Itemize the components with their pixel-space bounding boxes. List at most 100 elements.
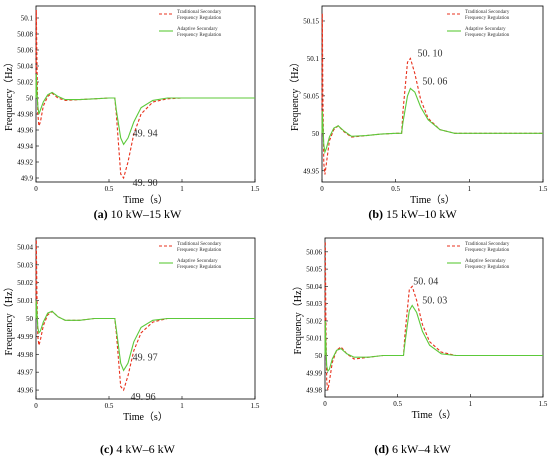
y-tick-label-a-8: 50.06 — [17, 47, 33, 55]
x-tick-label-b-0: 0 — [320, 185, 324, 193]
series-line-a-adaptive — [35, 73, 255, 146]
plot-frame-b — [321, 5, 544, 183]
y-tick-label-d-8: 50.06 — [306, 248, 322, 256]
y-tick-label-b-3: 50.1 — [307, 55, 320, 63]
y-tick-label-c-7: 50.03 — [17, 261, 33, 269]
caption-c-tag: (c) — [100, 442, 114, 456]
y-tick-label-a-4: 49.98 — [17, 111, 33, 119]
x-tick-label-a-2: 1 — [180, 185, 184, 193]
y-tick-label-d-4: 50.02 — [306, 317, 322, 325]
y-tick-label-c-4: 50 — [26, 315, 34, 323]
caption-d-tag: (d) — [374, 442, 389, 456]
y-tick-label-a-3: 49.96 — [17, 127, 33, 135]
x-tick-label-d-3: 1.5 — [539, 400, 548, 408]
caption-a: (a) 10 kW–15 kW — [0, 207, 275, 222]
y-tick-label-d-2: 50 — [315, 352, 323, 360]
caption-b: (b) 15 kW–10 kW — [275, 207, 550, 222]
y-tick-label-c-2: 49.98 — [17, 351, 33, 359]
annotation-c-1: 49. 96 — [131, 392, 156, 403]
x-tick-label-c-0: 0 — [34, 402, 38, 410]
caption-d-text: 6 kW–4 kW — [392, 442, 451, 456]
series-line-c-adaptive — [35, 300, 255, 372]
annotation-a-0: 49. 94 — [133, 128, 158, 139]
annotation-d-1: 50. 03 — [422, 295, 447, 306]
y-tick-label-a-7: 50.04 — [17, 63, 33, 71]
legend-label-c-1: Adaptive Secondary Frequency Regulation — [177, 259, 222, 270]
x-axis-label-a: Time（s） — [123, 194, 168, 206]
y-tick-label-a-9: 50.08 — [17, 31, 33, 39]
x-tick-label-b-3: 1.5 — [539, 185, 548, 193]
x-tick-label-c-2: 1 — [180, 402, 184, 410]
annotation-d-0: 50. 04 — [413, 276, 438, 287]
chart-panel-a: 0 0.5 1 1.5 49.9 49.92 49.94 49.96 49.98 50 50.02 5… — [0, 0, 275, 232]
y-tick-label-d-1: 49.99 — [306, 369, 322, 377]
y-tick-label-b-1: 50 — [312, 130, 320, 138]
y-tick-label-c-1: 49.97 — [17, 369, 33, 377]
annotation-c-0: 49. 97 — [133, 352, 158, 363]
y-tick-label-d-0: 49.98 — [306, 387, 322, 395]
x-tick-label-c-1: 0.5 — [105, 402, 114, 410]
x-axis-label-b: Time（s） — [410, 194, 455, 206]
caption-a-text: 10 kW–15 kW — [110, 207, 182, 221]
y-tick-label-d-3: 50.01 — [306, 335, 322, 343]
x-tick-label-a-3: 1.5 — [251, 185, 260, 193]
y-tick-label-b-0: 49.95 — [303, 167, 319, 175]
caption-c: (c) 4 kW–6 kW — [0, 442, 275, 457]
legend-label-b-1: Adaptive Secondary Frequency Regulation — [465, 27, 510, 38]
x-tick-label-a-0: 0 — [34, 185, 38, 193]
y-tick-label-a-2: 49.94 — [17, 143, 33, 151]
chart-b: 0 0.5 1 1.5 49.95 50 50.05 50.1 50.15 Time（s） Freq… — [289, 5, 548, 206]
caption-c-text: 4 kW–6 kW — [116, 442, 175, 456]
chart-c: 0 0.5 1 1.5 49.96 49.97 49.98 49.99 50 50.01 50.02… — [3, 237, 260, 423]
series-line-d-traditional — [324, 241, 543, 391]
annotation-b-1: 50. 06 — [422, 76, 447, 87]
chart-d: 0 0.5 1 1.5 49.98 49.99 50 50.01 50.02 50.03 50.04… — [292, 237, 548, 421]
y-tick-label-c-0: 49.96 — [17, 387, 33, 395]
legend-label-a-0: Traditional Secondary Frequency Regulatio… — [177, 10, 222, 21]
annotation-a-1: 49. 90 — [133, 178, 158, 189]
chart-panel-c: 0 0.5 1 1.5 49.96 49.97 49.98 49.99 50 50.01 50.02… — [0, 232, 275, 463]
plot-frame-d — [324, 237, 544, 398]
caption-b-text: 15 kW–10 kW — [386, 207, 457, 221]
y-axis-label-c: Frequency（Hz） — [3, 282, 15, 356]
series-line-d-adaptive — [324, 304, 543, 373]
series-line-b-adaptive — [321, 87, 543, 155]
y-tick-label-a-10: 50.1 — [21, 15, 34, 23]
y-tick-label-a-6: 50.02 — [17, 79, 33, 87]
y-tick-label-d-7: 50.05 — [306, 266, 322, 274]
y-tick-label-a-0: 49.9 — [21, 175, 34, 183]
y-tick-label-a-5: 50 — [26, 95, 34, 103]
y-tick-label-d-5: 50.03 — [306, 300, 322, 308]
legend-label-b-0: Traditional Secondary Frequency Regulatio… — [465, 10, 510, 21]
y-tick-label-d-6: 50.04 — [306, 283, 322, 291]
chart-a: 0 0.5 1 1.5 49.9 49.92 49.94 49.96 49.98 50 50.02 5… — [3, 5, 260, 206]
series-line-b-traditional — [321, 13, 543, 175]
y-tick-label-c-6: 50.02 — [17, 279, 33, 287]
legend-label-c-0: Traditional Secondary Frequency Regulatio… — [177, 242, 222, 253]
caption-a-tag: (a) — [93, 207, 108, 221]
y-axis-label-d: Frequency（Hz） — [292, 281, 304, 355]
y-axis-label-b: Frequency（Hz） — [289, 57, 301, 131]
x-tick-label-d-1: 0.5 — [393, 400, 402, 408]
y-tick-label-c-5: 50.01 — [17, 297, 33, 305]
caption-d: (d) 6 kW–4 kW — [275, 442, 550, 457]
legend-label-d-0: Traditional Secondary Frequency Regulatio… — [465, 242, 510, 253]
legend-label-a-1: Adaptive Secondary Frequency Regulation — [177, 27, 222, 38]
legend-label-d-1: Adaptive Secondary Frequency Regulation — [465, 259, 510, 270]
x-axis-label-c: Time（s） — [123, 411, 168, 423]
x-tick-label-c-3: 1.5 — [251, 402, 260, 410]
chart-panel-d: 0 0.5 1 1.5 49.98 49.99 50 50.01 50.02 50.03 50.04… — [275, 232, 550, 463]
x-tick-label-b-2: 1 — [468, 185, 472, 193]
chart-panel-b: 0 0.5 1 1.5 49.95 50 50.05 50.1 50.15 Time（s） Freq… — [275, 0, 550, 232]
series-line-a-traditional — [35, 9, 255, 180]
y-tick-label-b-2: 50.05 — [303, 92, 319, 100]
plot-frame-a — [35, 5, 256, 183]
annotation-b-0: 50. 10 — [417, 48, 442, 59]
x-axis-label-d: Time（s） — [412, 409, 457, 421]
caption-b-tag: (b) — [368, 207, 383, 221]
y-tick-label-b-4: 50.15 — [303, 17, 319, 25]
x-tick-label-a-1: 0.5 — [105, 185, 114, 193]
y-tick-label-c-3: 49.99 — [17, 333, 33, 341]
x-tick-label-d-0: 0 — [323, 400, 327, 408]
x-tick-label-b-1: 0.5 — [391, 185, 400, 193]
